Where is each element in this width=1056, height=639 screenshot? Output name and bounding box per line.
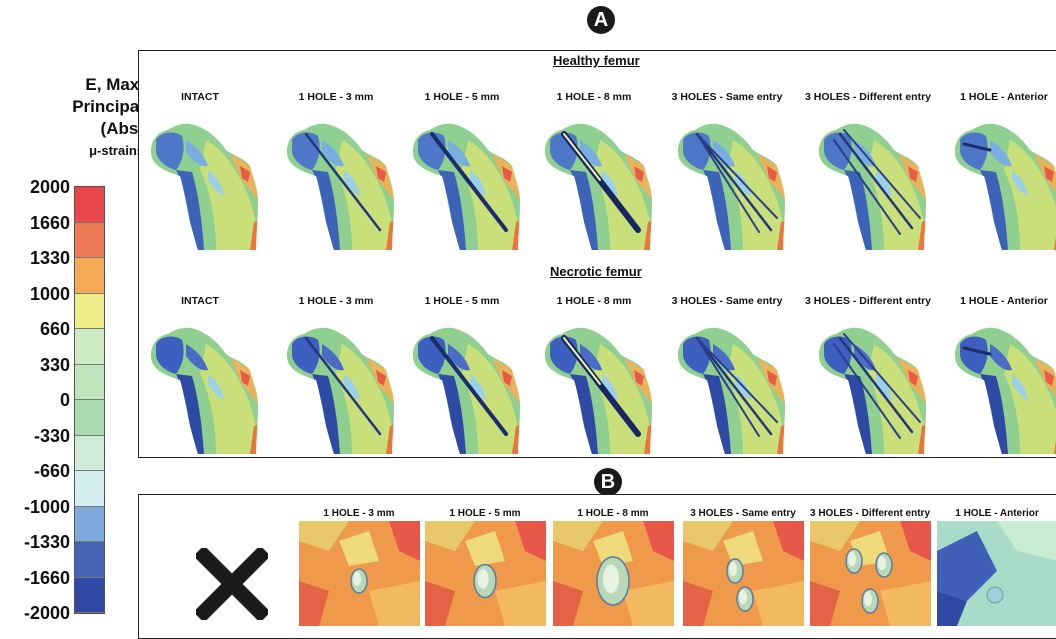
femur-column-label: 1 HOLE - 8 mm <box>556 295 632 307</box>
closeup-label: 1 HOLE - 5 mm <box>449 508 521 519</box>
femur-column-label: 1 HOLE - 8 mm <box>556 91 632 103</box>
necrotic-femur-strain-map <box>950 314 1056 454</box>
necrotic-femur-strain-map <box>540 314 658 454</box>
closeup-label: 1 HOLE - 8 mm <box>577 508 649 519</box>
legend-title: E, Max. Principal (Abs) μ-strains <box>44 74 144 162</box>
color-scale-tick-label: 330 <box>39 354 70 375</box>
closeup-label: 3 HOLES - Same entry <box>690 508 796 519</box>
closeup-strain-image <box>683 521 804 626</box>
closeup-label: 1 HOLE - Anterior <box>955 508 1039 519</box>
femur-column-label: 1 HOLE - Anterior <box>960 91 1048 103</box>
color-scale-tick-label: -1330 <box>23 532 70 552</box>
femur-column-label: 3 HOLES - Different entry <box>804 295 932 307</box>
closeup-strain-image <box>425 521 546 626</box>
legend-title-line2: Principal <box>72 97 144 116</box>
closeup-label: 1 HOLE - 3 mm <box>323 508 395 519</box>
color-scale-tick-label: -330 <box>33 425 70 446</box>
healthy-femur-strain-map <box>408 110 526 250</box>
color-scale-tick-label: 1660 <box>29 212 70 233</box>
color-scale-tick-label: 0 <box>59 390 70 410</box>
femur-column-label: 3 HOLES - Same entry <box>671 295 783 307</box>
closeup-strain-image <box>553 521 674 626</box>
necrotic-femur-strain-map <box>673 314 791 454</box>
femur-column-label: 1 HOLE - 3 mm <box>298 295 374 307</box>
panel-b-label: B <box>594 468 622 496</box>
femur-column-label: 1 HOLE - Anterior <box>960 295 1048 307</box>
color-scale-tick-label: -660 <box>33 461 70 481</box>
necrotic-femur-strain-map <box>814 314 932 454</box>
femur-column-label: 1 HOLE - 5 mm <box>424 295 500 307</box>
color-scale-segment <box>75 222 104 258</box>
healthy-femur-strain-map <box>282 110 400 250</box>
color-scale-segment <box>75 471 104 507</box>
femur-column-label: INTACT <box>181 91 219 103</box>
panel-a-label: A <box>587 6 615 34</box>
color-scale-segment <box>75 258 104 294</box>
color-scale-segment <box>75 506 104 542</box>
healthy-femur-title: Healthy femur <box>553 53 640 68</box>
femur-column-label: 1 HOLE - 5 mm <box>424 91 500 103</box>
not-applicable-cross-icon <box>196 548 268 620</box>
color-scale-segment <box>75 542 104 578</box>
femur-column-label: 3 HOLES - Different entry <box>804 91 932 103</box>
color-scale-segment <box>75 577 104 613</box>
legend-title-line3: (Abs) <box>100 119 144 138</box>
color-scale-tick-label: -1000 <box>23 496 70 517</box>
closeup-strain-image <box>299 521 420 626</box>
legend-unit: μ-strains <box>89 143 144 158</box>
color-scale-tick-label: 1000 <box>29 283 70 304</box>
color-scale-segment <box>75 187 104 223</box>
healthy-femur-strain-map <box>673 110 791 250</box>
necrotic-femur-strain-map <box>282 314 400 454</box>
color-scale-bar <box>74 186 105 614</box>
femur-column-label: 3 HOLES - Same entry <box>671 91 783 103</box>
closeup-strain-image <box>937 521 1056 626</box>
color-scale-segment <box>75 293 104 329</box>
femur-column-label: 1 HOLE - 3 mm <box>298 91 374 103</box>
necrotic-femur-strain-map <box>408 314 526 454</box>
color-scale-segment <box>75 435 104 471</box>
closeup-strain-image <box>810 521 931 626</box>
color-scale-segment <box>75 364 104 400</box>
color-scale-tick-label: 1330 <box>29 248 70 268</box>
healthy-femur-strain-map <box>814 110 932 250</box>
healthy-femur-strain-map <box>146 110 264 250</box>
legend-title-line1: E, Max. <box>85 75 144 94</box>
color-scale-segment <box>75 329 104 365</box>
healthy-femur-strain-map <box>950 110 1056 250</box>
color-scale-tick-label: 660 <box>39 319 70 339</box>
color-scale-tick-label: 2000 <box>29 177 70 197</box>
femur-column-label: INTACT <box>181 295 219 307</box>
color-scale-tick-label: -2000 <box>23 603 70 623</box>
closeup-label: 3 HOLES - Different entry <box>809 508 931 519</box>
color-scale-tick-label: -1660 <box>23 567 70 588</box>
necrotic-femur-title: Necrotic femur <box>550 264 642 279</box>
color-scale-segment <box>75 400 104 436</box>
healthy-femur-strain-map <box>540 110 658 250</box>
necrotic-femur-strain-map <box>146 314 264 454</box>
